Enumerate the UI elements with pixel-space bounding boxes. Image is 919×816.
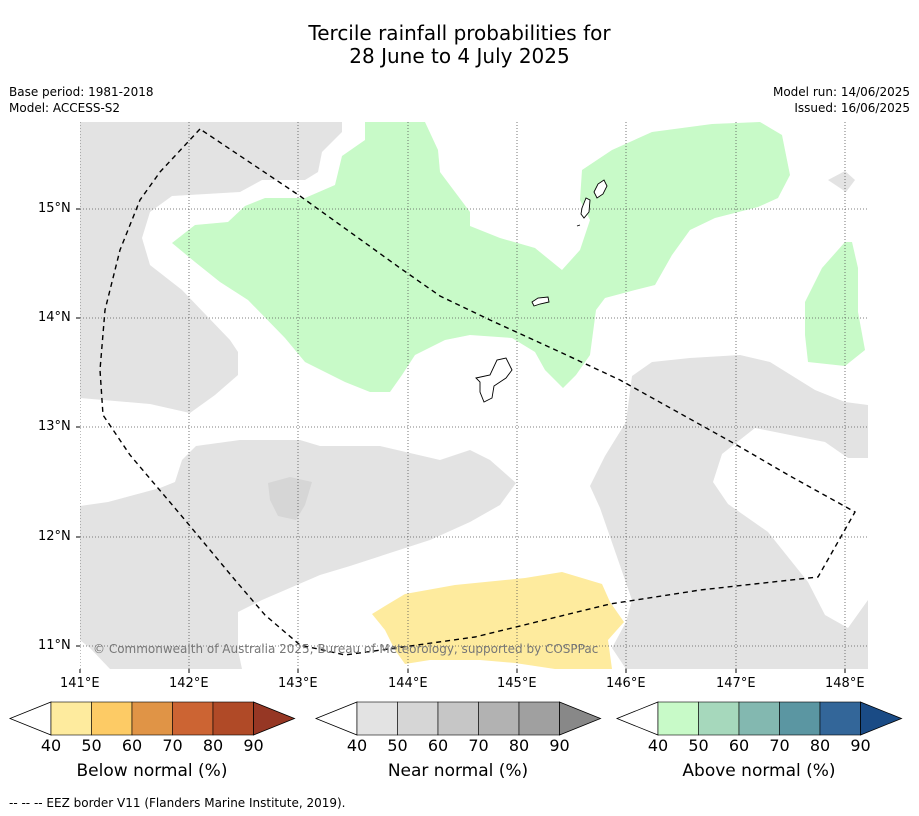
colorbar-tick-label: 40 xyxy=(41,736,61,755)
lon-label-141e: 141°E xyxy=(60,676,100,691)
colorbar-extend-low xyxy=(615,701,659,736)
colorbar-tick-label: 80 xyxy=(810,736,830,755)
lon-label-148e: 148°E xyxy=(825,676,865,691)
meta-left: Base period: 1981-2018 Model: ACCESS-S2 xyxy=(9,84,154,116)
map-area: © Commonwealth of Australia 2025, Bureau… xyxy=(80,122,868,669)
colorbar-tick-label: 70 xyxy=(769,736,789,755)
colorbar-title-above: Above normal (%) xyxy=(682,761,836,781)
above-normal-region-east xyxy=(805,242,865,366)
colorbar-above-normal: 40 50 60 70 80 90 xyxy=(615,701,903,755)
lon-label-146e: 146°E xyxy=(606,676,646,691)
colorbar-tick-label: 40 xyxy=(648,736,668,755)
colorbar-segment xyxy=(518,701,560,736)
title-line-1: Tercile rainfall probabilities for xyxy=(308,21,611,45)
island-saipan xyxy=(593,179,608,199)
colorbar-tick-label: 70 xyxy=(162,736,182,755)
island-rota xyxy=(531,296,550,307)
colorbar-extend-low xyxy=(8,701,52,736)
colorbar-tick-label: 90 xyxy=(243,736,263,755)
colorbar-segment xyxy=(356,701,398,736)
lat-label-11n: 11°N xyxy=(38,638,71,653)
colorbar-tick-label: 60 xyxy=(729,736,749,755)
map-credit: © Commonwealth of Australia 2025, Bureau… xyxy=(93,642,598,656)
lon-label-143e: 143°E xyxy=(278,676,318,691)
near-normal-region-east xyxy=(590,355,868,669)
colorbar-tick-label: 50 xyxy=(688,736,708,755)
gridlines xyxy=(80,122,868,669)
colorbar-segment xyxy=(131,701,173,736)
meta-right: Model run: 14/06/2025 Issued: 16/06/2025 xyxy=(773,84,910,116)
above-normal-region-central xyxy=(172,122,790,392)
issued-date: Issued: 16/06/2025 xyxy=(794,101,910,115)
footer-eez-note: -- -- -- EEZ border V11 (Flanders Marine… xyxy=(9,796,346,810)
colorbar-tick-label: 60 xyxy=(428,736,448,755)
colorbar-segment xyxy=(478,701,520,736)
colorbar-tick-label: 40 xyxy=(347,736,367,755)
island-aguijan xyxy=(576,224,581,227)
colorbar-segment xyxy=(212,701,254,736)
below-normal-region-south xyxy=(372,572,624,669)
colorbar-tick-label: 50 xyxy=(387,736,407,755)
colorbar-title-below: Below normal (%) xyxy=(76,761,228,781)
near-normal-region-central-darker xyxy=(268,477,312,520)
islands xyxy=(475,179,608,403)
lon-label-145e: 145°E xyxy=(497,676,537,691)
colorbar-segment xyxy=(172,701,214,736)
title-line-2: 28 June to 4 July 2025 xyxy=(349,44,570,68)
colorbar-below-normal: 40 50 60 70 80 90 xyxy=(8,701,296,755)
lon-label-142e: 142°E xyxy=(169,676,209,691)
colorbar-tick-label: 80 xyxy=(203,736,223,755)
colorbar-tick-label: 90 xyxy=(549,736,569,755)
lat-label-15n: 15°N xyxy=(38,201,71,216)
colorbar-tick-label: 90 xyxy=(850,736,870,755)
colorbar-segment xyxy=(657,701,699,736)
colorbar-extend-high xyxy=(559,701,602,736)
near-normal-region-west xyxy=(80,122,342,413)
colorbar-segment xyxy=(698,701,740,736)
colorbar-segment xyxy=(91,701,133,736)
island-guam xyxy=(475,357,513,403)
lon-label-144e: 144°E xyxy=(388,676,428,691)
axis-ticks xyxy=(76,208,846,673)
base-period: Base period: 1981-2018 xyxy=(9,85,154,99)
model-name: Model: ACCESS-S2 xyxy=(9,101,121,115)
colorbar-tick-label: 60 xyxy=(122,736,142,755)
colorbar-segment xyxy=(50,701,92,736)
model-run: Model run: 14/06/2025 xyxy=(772,85,910,99)
colorbar-extend-high xyxy=(253,701,296,736)
lat-label-14n: 14°N xyxy=(38,310,71,325)
colorbar-tick-label: 70 xyxy=(468,736,488,755)
lon-label-147e: 147°E xyxy=(716,676,756,691)
lat-label-13n: 13°N xyxy=(38,419,71,434)
colorbar-segment xyxy=(779,701,821,736)
island-tinian xyxy=(580,197,591,219)
eez-border xyxy=(99,128,856,656)
colorbar-title-near: Near normal (%) xyxy=(387,761,529,781)
colorbar-tick-label: 80 xyxy=(509,736,529,755)
colorbar-segment xyxy=(437,701,479,736)
colorbar-extend-high xyxy=(860,701,903,736)
colorbar-segment xyxy=(738,701,780,736)
colorbar-near-normal: 40 50 60 70 80 90 xyxy=(314,701,602,755)
colorbar-segment xyxy=(397,701,439,736)
colorbar-tick-label: 50 xyxy=(81,736,101,755)
chart-title: Tercile rainfall probabilities for 28 Ju… xyxy=(0,22,919,68)
near-normal-region-northeast xyxy=(828,171,855,192)
colorbar-segment xyxy=(819,701,861,736)
colorbar-extend-low xyxy=(314,701,358,736)
lat-label-12n: 12°N xyxy=(38,529,71,544)
